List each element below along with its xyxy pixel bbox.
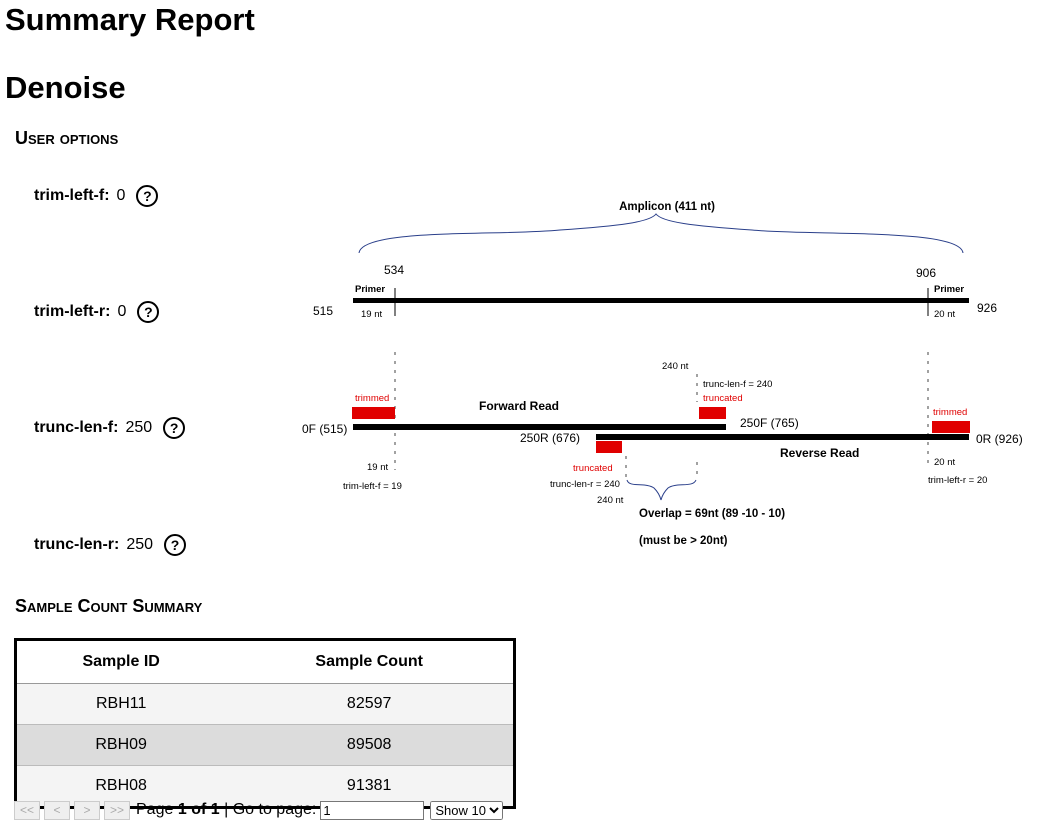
sample-count-cell: 91381 bbox=[225, 765, 513, 806]
pos-515-label: 515 bbox=[313, 304, 333, 318]
prev-page-button[interactable]: < bbox=[44, 800, 70, 820]
user-options-heading: User options bbox=[15, 128, 119, 148]
zero-f-label: 0F (515) bbox=[302, 422, 347, 436]
pos-926-label: 926 bbox=[977, 301, 997, 315]
option-trunc-len-f: trunc-len-f: 250 ? bbox=[34, 416, 186, 440]
option-label: trim-left-f: bbox=[34, 187, 110, 204]
primer-left-label: Primer bbox=[355, 284, 385, 295]
trunc-f-240-label: 240 nt bbox=[662, 361, 689, 372]
sample-count-cell: 89508 bbox=[225, 724, 513, 766]
option-trunc-len-r: trunc-len-r: 250 ? bbox=[34, 533, 187, 557]
amplicon-label: Amplicon (411 nt) bbox=[619, 201, 715, 213]
reverse-read-bar bbox=[596, 434, 969, 440]
option-value: 0 bbox=[116, 187, 126, 204]
trim-left-f-label: trim-left-f = 19 bbox=[343, 481, 402, 492]
sample-id-cell: RBH11 bbox=[17, 683, 226, 725]
primer-right-label: Primer bbox=[934, 284, 964, 295]
page-current: 1 bbox=[177, 801, 187, 818]
first-page-button[interactable]: << bbox=[14, 800, 40, 820]
next-page-button[interactable]: > bbox=[74, 800, 100, 820]
truncated-f-label: truncated bbox=[703, 393, 743, 404]
f250-label: 250F (765) bbox=[740, 416, 799, 430]
amplicon-brace bbox=[358, 213, 964, 254]
option-value: 250 bbox=[125, 419, 153, 436]
sample-count-cell: 82597 bbox=[225, 683, 513, 725]
trimmed-right-block bbox=[932, 421, 970, 433]
goto-label: | Go to page: bbox=[224, 801, 317, 818]
trimmed-right-label: trimmed bbox=[933, 407, 967, 418]
option-label: trim-left-r: bbox=[34, 303, 111, 320]
trimmed-left-label: trimmed bbox=[355, 393, 389, 404]
overlap-label: Overlap = 69nt (89 -10 - 10) bbox=[639, 508, 785, 520]
pos-534-label: 534 bbox=[384, 263, 404, 277]
help-icon[interactable]: ? bbox=[136, 185, 159, 207]
sample-count-table: Sample ID Sample Count RBH11 82597 RBH09… bbox=[14, 638, 516, 809]
overlap-requirement-label: (must be > 20nt) bbox=[639, 535, 728, 547]
page-title: Summary Report bbox=[5, 2, 255, 37]
sample-count-heading: Sample Count Summary bbox=[15, 596, 203, 616]
goto-page-input[interactable] bbox=[320, 800, 425, 820]
page-of: of bbox=[191, 801, 207, 818]
trim-left-r-label: trim-left-r = 20 bbox=[928, 475, 987, 486]
nt20-label: 20 nt bbox=[934, 457, 955, 468]
section-title: Denoise bbox=[5, 70, 126, 105]
help-icon[interactable]: ? bbox=[137, 301, 160, 323]
reference-line bbox=[353, 298, 969, 303]
page-word: Page bbox=[136, 801, 174, 818]
last-page-button[interactable]: >> bbox=[104, 800, 130, 820]
amplicon-diagram: Amplicon (411 nt) 534 906 Primer Primer … bbox=[302, 201, 1023, 547]
option-label: trunc-len-r: bbox=[34, 536, 120, 553]
primer-left-length: 19 nt bbox=[361, 309, 382, 320]
table-pager: << < > >> Page 1 of 1 | Go to page: Show… bbox=[14, 800, 504, 820]
forward-read-label: Forward Read bbox=[479, 399, 559, 413]
truncated-f-block bbox=[699, 407, 726, 419]
trunc-len-r-label: trunc-len-r = 240 bbox=[550, 479, 620, 490]
page-total: 1 bbox=[210, 801, 220, 818]
truncated-r-block bbox=[596, 441, 622, 453]
page-size-select[interactable]: Show 10 bbox=[430, 800, 504, 820]
primer-right-length: 20 nt bbox=[934, 309, 955, 320]
trimmed-left-block bbox=[352, 407, 395, 419]
column-header-sample-id[interactable]: Sample ID bbox=[17, 641, 226, 684]
option-trim-left-f: trim-left-f: 0 ? bbox=[34, 184, 159, 208]
table-header-row: Sample ID Sample Count bbox=[17, 641, 513, 684]
help-icon[interactable]: ? bbox=[163, 417, 186, 439]
option-label: trunc-len-f: bbox=[34, 419, 119, 436]
forward-read-bar bbox=[353, 424, 726, 430]
option-trim-left-r: trim-left-r: 0 ? bbox=[34, 300, 160, 324]
r250-label: 250R (676) bbox=[520, 431, 580, 445]
option-value: 250 bbox=[126, 536, 154, 553]
trunc-len-f-label: trunc-len-f = 240 bbox=[703, 379, 772, 390]
zero-r-label: 0R (926) bbox=[976, 432, 1023, 446]
help-icon[interactable]: ? bbox=[164, 534, 187, 556]
truncated-r-label: truncated bbox=[573, 463, 613, 474]
table-row: RBH09 89508 bbox=[17, 724, 513, 766]
option-value: 0 bbox=[117, 303, 127, 320]
table-row: RBH11 82597 bbox=[17, 683, 513, 725]
nt19-label: 19 nt bbox=[367, 462, 388, 473]
trunc-r-240-label: 240 nt bbox=[597, 495, 624, 506]
page-indicator: Page 1 of 1 | Go to page: bbox=[136, 801, 316, 819]
sample-id-cell: RBH08 bbox=[17, 765, 226, 806]
pos-906-label: 906 bbox=[916, 266, 936, 280]
overlap-brace bbox=[626, 479, 697, 501]
sample-id-cell: RBH09 bbox=[17, 724, 226, 766]
reverse-read-label: Reverse Read bbox=[780, 446, 859, 460]
column-header-sample-count[interactable]: Sample Count bbox=[225, 641, 513, 684]
table-row: RBH08 91381 bbox=[17, 765, 513, 806]
